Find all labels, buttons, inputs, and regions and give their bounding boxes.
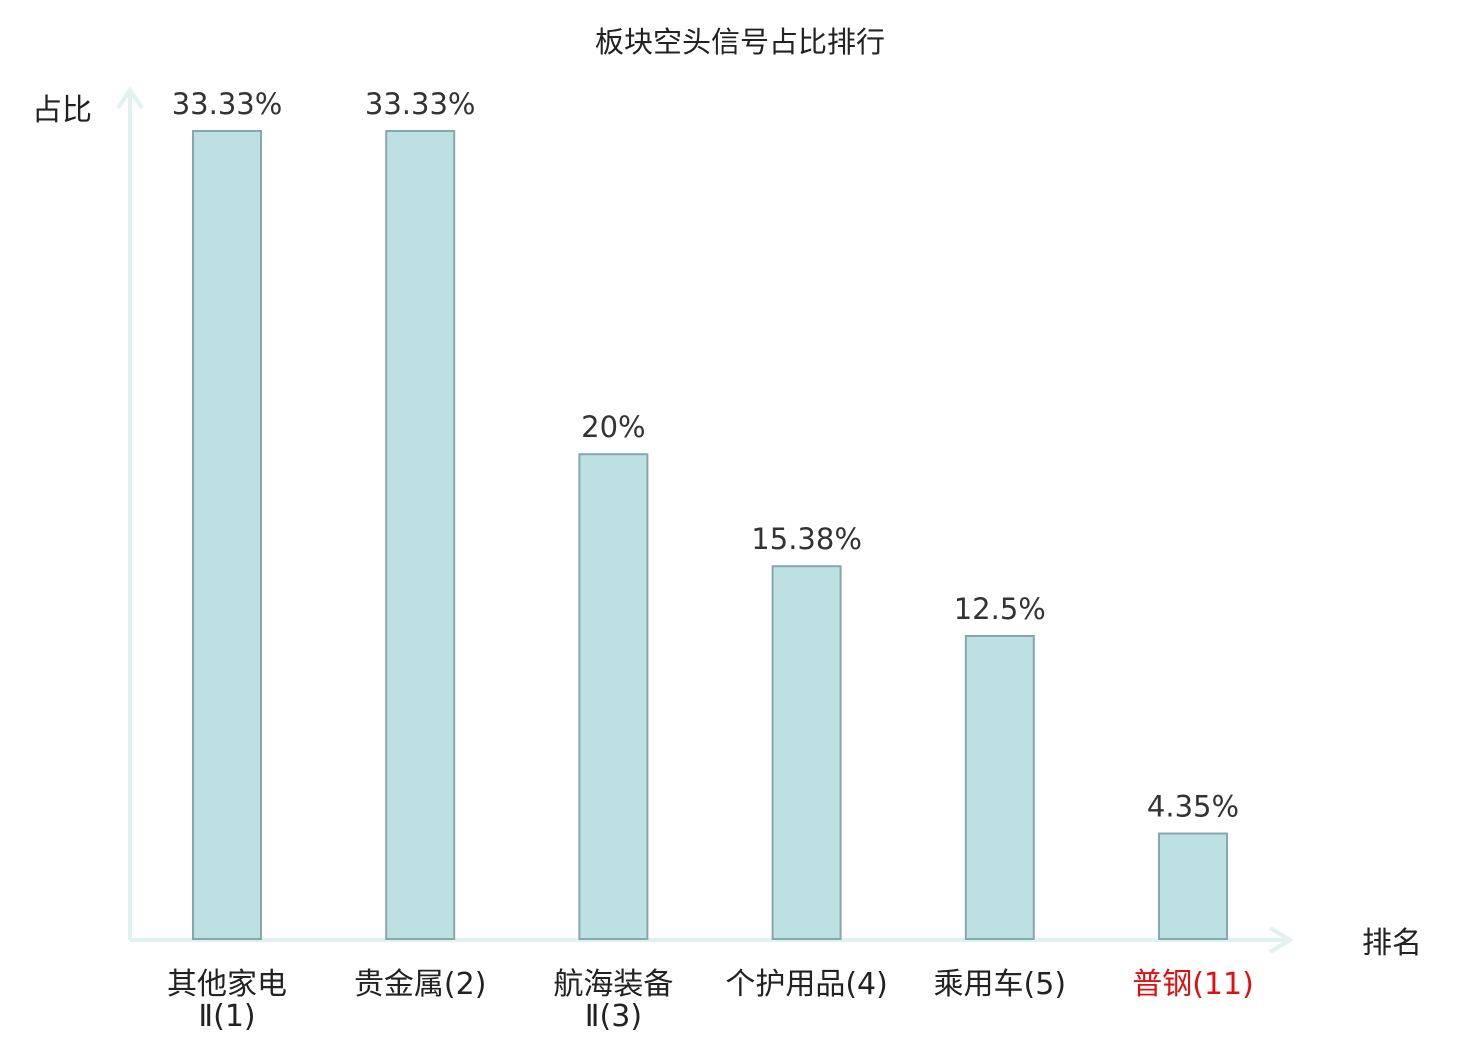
value-label: 12.5% [954, 592, 1046, 626]
bar [192, 130, 262, 940]
y-axis-label: 占比 [32, 93, 92, 128]
category-label: 乘用车(5) [934, 967, 1067, 1002]
value-labels: 33.33% 33.33% 20% 15.38% 12.5% 4.35% [172, 87, 1239, 824]
category-label: 个护用品(4) [725, 967, 888, 1002]
value-label: 33.33% [365, 87, 476, 121]
category-label: 其他家电 [167, 967, 287, 1002]
category-label: Ⅱ(1) [198, 999, 255, 1034]
category-label: 普钢(11) [1132, 967, 1254, 1002]
value-label: 15.38% [751, 522, 862, 556]
bar [964, 635, 1035, 940]
bar [578, 453, 649, 940]
value-label: 33.33% [172, 87, 283, 121]
value-label: 20% [581, 410, 645, 444]
value-label: 4.35% [1147, 790, 1239, 824]
bar [771, 565, 842, 940]
category-label: 航海装备 [553, 967, 673, 1002]
category-label: 贵金属(2) [354, 967, 487, 1002]
x-axis-arrow-icon [1268, 926, 1294, 954]
chart-title: 板块空头信号占比排行 [595, 25, 885, 59]
y-axis-arrow-icon [116, 86, 144, 110]
category-label: Ⅱ(3) [585, 999, 642, 1034]
bar [1158, 832, 1228, 940]
axes [116, 86, 1294, 954]
x-axis-label: 排名 [1362, 926, 1422, 961]
bars [192, 130, 1228, 940]
bar [385, 130, 456, 940]
